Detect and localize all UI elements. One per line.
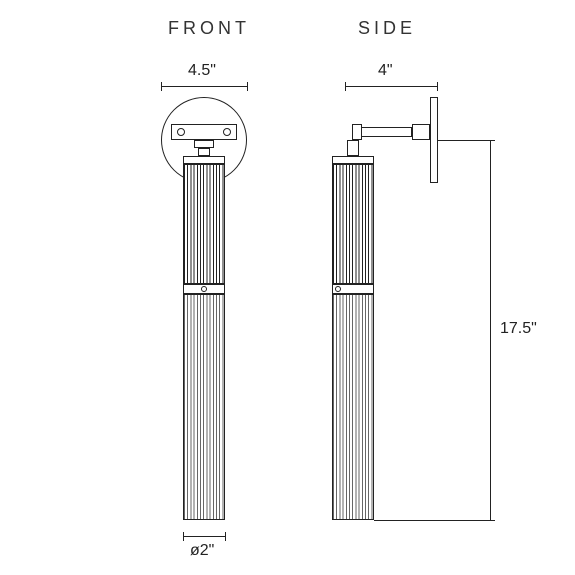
front-cap [183, 156, 225, 164]
dim-tick-arm-left [345, 82, 346, 91]
dim-label-tube-dia: ø2" [190, 542, 214, 560]
dim-ext-height-top [438, 140, 490, 141]
stage: FRONT SIDE 4.5" ø2" 4" [0, 0, 575, 575]
dim-tick-front-left [161, 82, 162, 91]
dim-tick-front-right [247, 82, 248, 91]
front-bolt-left [177, 128, 185, 136]
dim-label-arm: 4" [378, 62, 393, 80]
dim-line-arm [345, 86, 438, 87]
dim-label-backplate: 4.5" [188, 62, 216, 80]
side-canopy [412, 124, 430, 140]
front-joint-screw [201, 286, 207, 292]
side-wall-plate [430, 97, 438, 183]
side-neck [347, 140, 359, 156]
side-upper-body [332, 164, 374, 284]
dim-tick-arm-right [437, 82, 438, 91]
front-connector-top [194, 140, 214, 148]
front-lower-shade [183, 294, 225, 520]
dim-line-height [490, 140, 491, 521]
dim-label-height: 17.5" [500, 320, 537, 338]
side-elbow [352, 124, 362, 140]
side-arm [360, 127, 412, 137]
dim-line-tube-dia [183, 536, 225, 537]
side-lower-shade [332, 294, 374, 520]
front-upper-body [183, 164, 225, 284]
title-front: FRONT [168, 18, 250, 39]
dim-tick-dia-left [183, 532, 184, 541]
dim-tick-height-bot [486, 520, 495, 521]
dim-line-backplate [161, 86, 247, 87]
front-bolt-right [223, 128, 231, 136]
dim-tick-dia-right [225, 532, 226, 541]
title-side: SIDE [358, 18, 416, 39]
dim-tick-height-top [486, 140, 495, 141]
side-cap [332, 156, 374, 164]
front-neck [198, 148, 210, 156]
dim-ext-height-bot [374, 520, 490, 521]
side-joint-screw [335, 286, 341, 292]
